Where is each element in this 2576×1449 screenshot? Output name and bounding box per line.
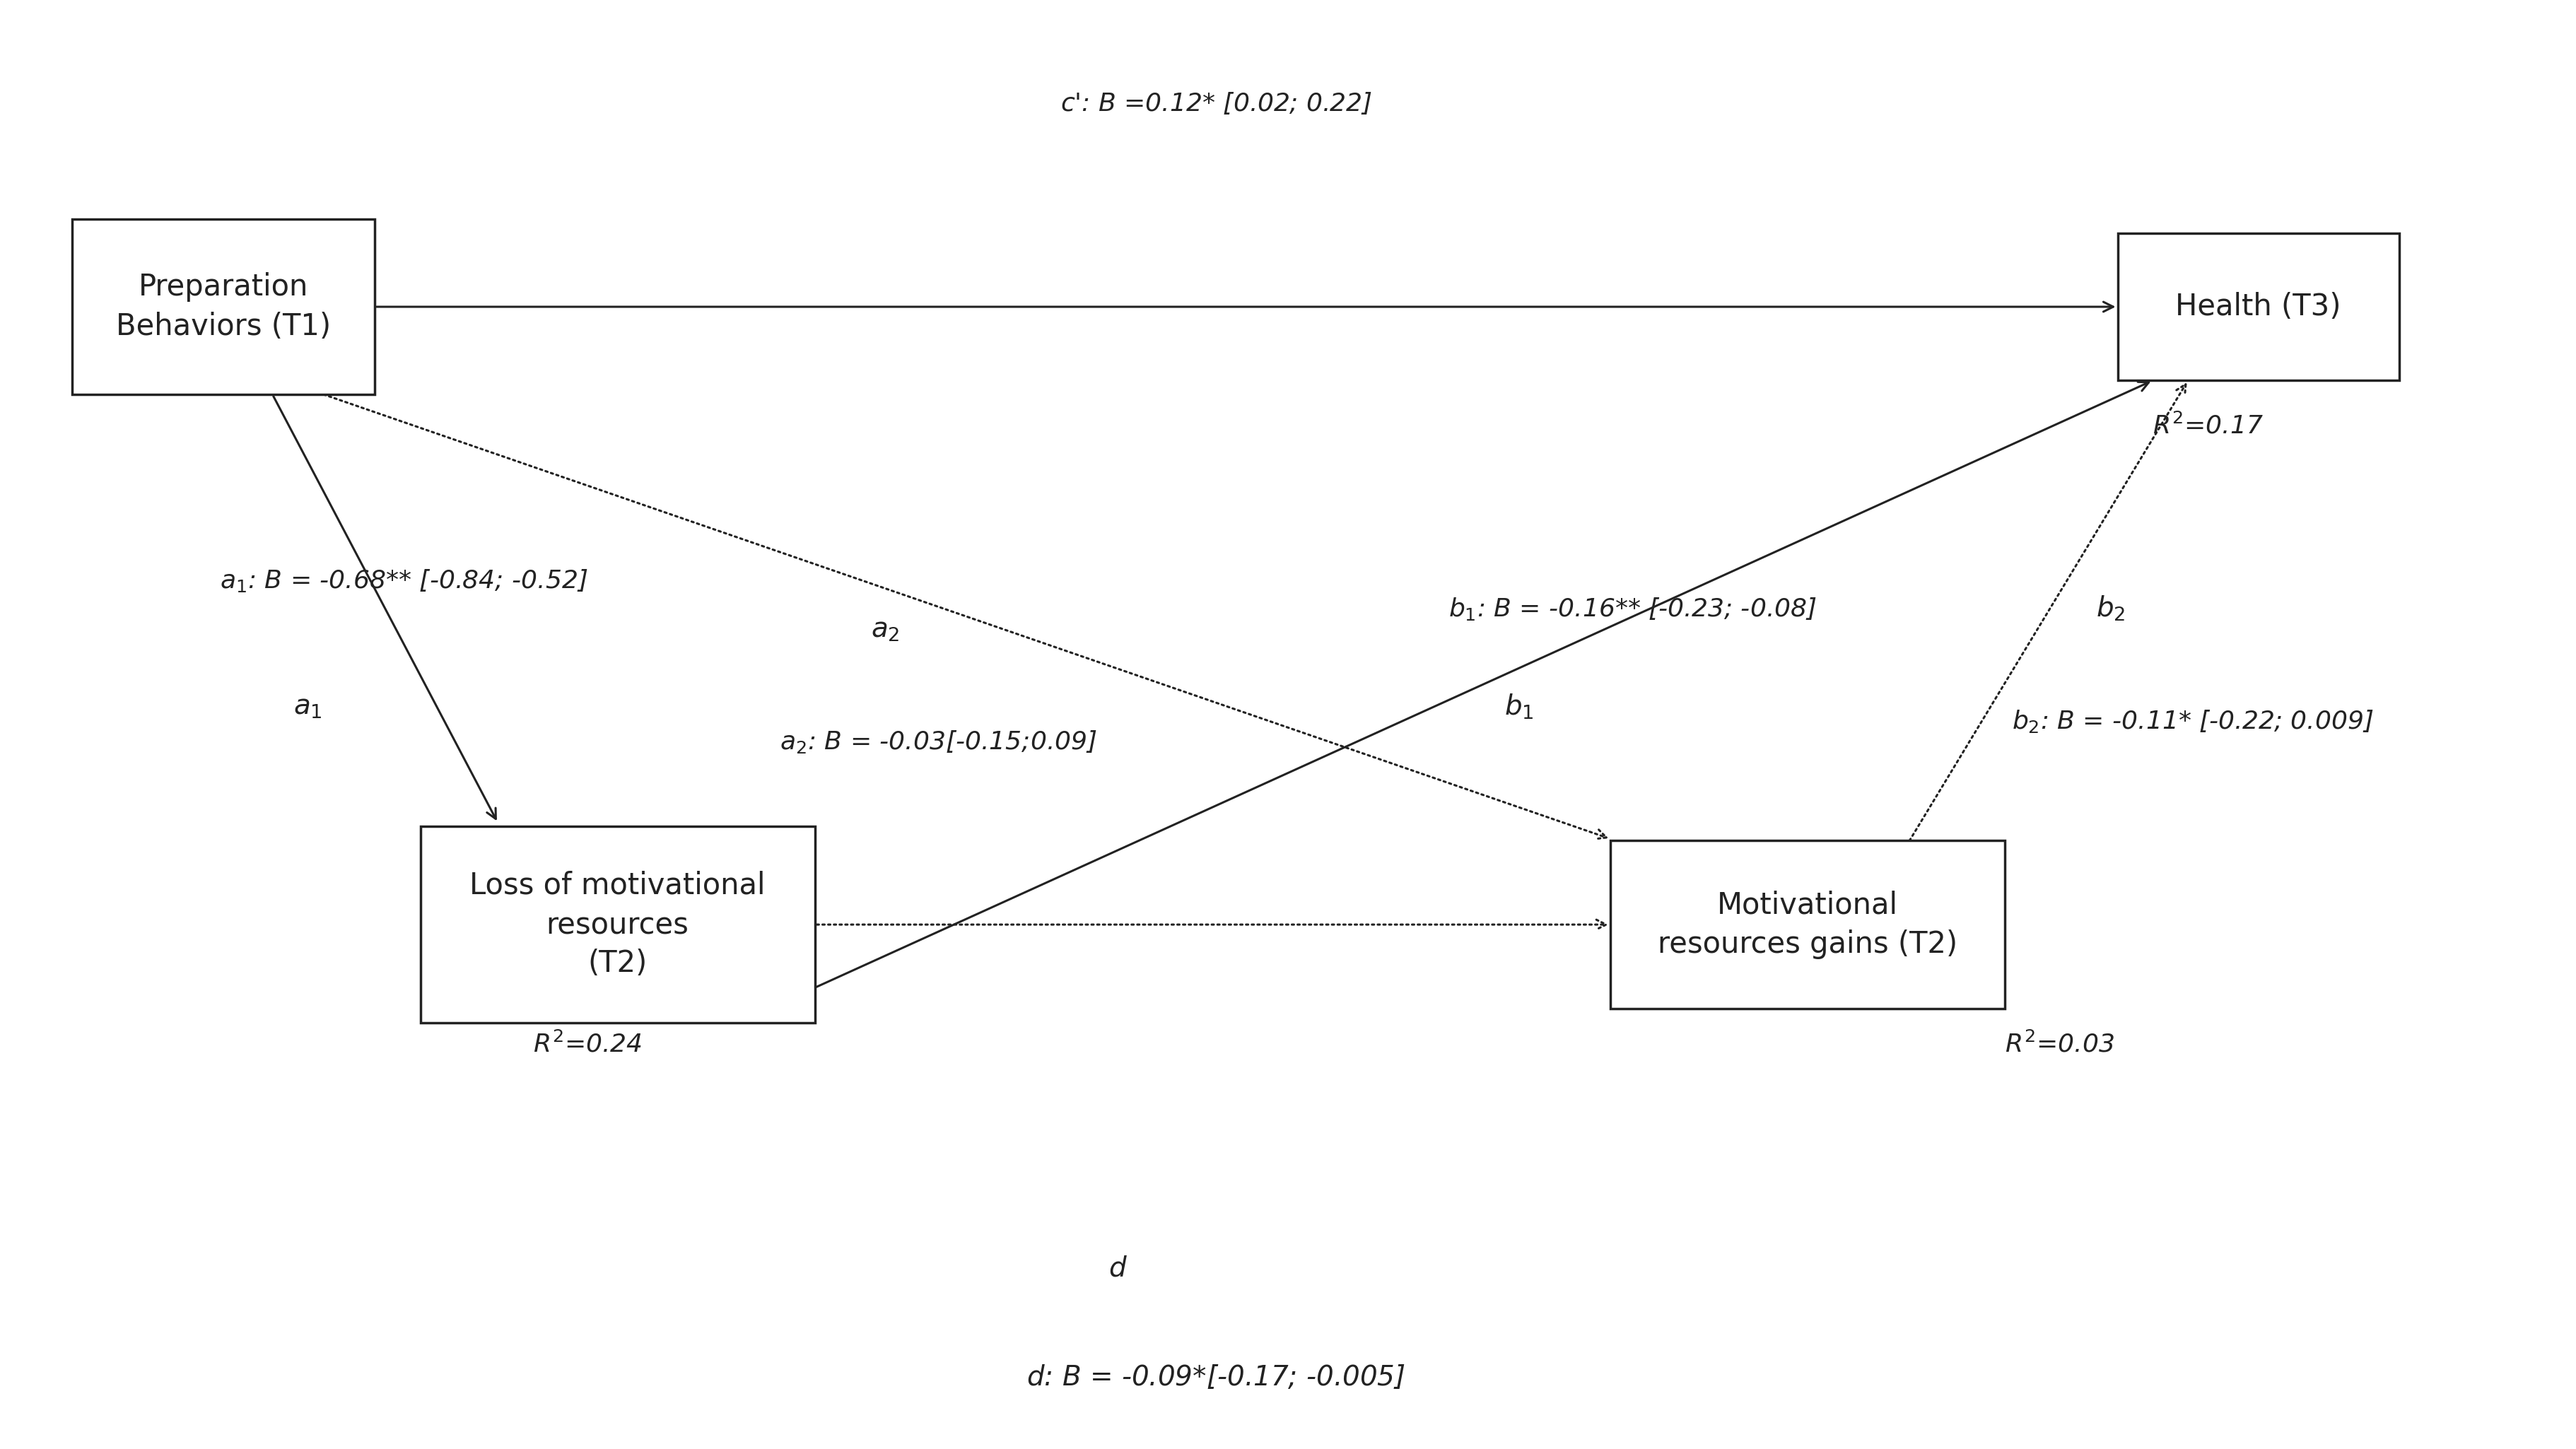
Text: $a_2$: $a_2$ xyxy=(871,616,899,643)
Text: $R^2$=0.24: $R^2$=0.24 xyxy=(533,1032,641,1056)
FancyBboxPatch shape xyxy=(2117,233,2398,381)
Text: $a_2$: B = -0.03[-0.15;0.09]: $a_2$: B = -0.03[-0.15;0.09] xyxy=(781,729,1097,755)
Text: Preparation
Behaviors (T1): Preparation Behaviors (T1) xyxy=(116,272,330,341)
Text: $b_2$: B = -0.11* [-0.22; 0.009]: $b_2$: B = -0.11* [-0.22; 0.009] xyxy=(2012,709,2372,735)
Text: $b_1$: B = -0.16** [-0.23; -0.08]: $b_1$: B = -0.16** [-0.23; -0.08] xyxy=(1448,596,1816,622)
Text: $a_1$: B = -0.68** [-0.84; -0.52]: $a_1$: B = -0.68** [-0.84; -0.52] xyxy=(219,568,587,594)
Text: Motivational
resources gains (T2): Motivational resources gains (T2) xyxy=(1659,890,1958,959)
Text: Health (T3): Health (T3) xyxy=(2177,291,2342,322)
Text: $a_1$: $a_1$ xyxy=(294,694,322,720)
Text: $b_2$: $b_2$ xyxy=(2097,594,2125,623)
FancyBboxPatch shape xyxy=(1610,840,2004,1009)
Text: $b_1$: $b_1$ xyxy=(1504,693,1533,722)
Text: Loss of motivational
resources
(T2): Loss of motivational resources (T2) xyxy=(469,871,765,978)
Text: $c$': B =0.12* [0.02; 0.22]: $c$': B =0.12* [0.02; 0.22] xyxy=(1061,90,1373,116)
Text: $R^2$=0.03: $R^2$=0.03 xyxy=(2004,1032,2115,1056)
Text: $d$: B = -0.09*[-0.17; -0.005]: $d$: B = -0.09*[-0.17; -0.005] xyxy=(1028,1364,1406,1391)
Text: $d$: $d$ xyxy=(1108,1255,1128,1282)
FancyBboxPatch shape xyxy=(72,219,374,394)
Text: $R^2$=0.17: $R^2$=0.17 xyxy=(2154,413,2264,439)
FancyBboxPatch shape xyxy=(420,826,814,1023)
